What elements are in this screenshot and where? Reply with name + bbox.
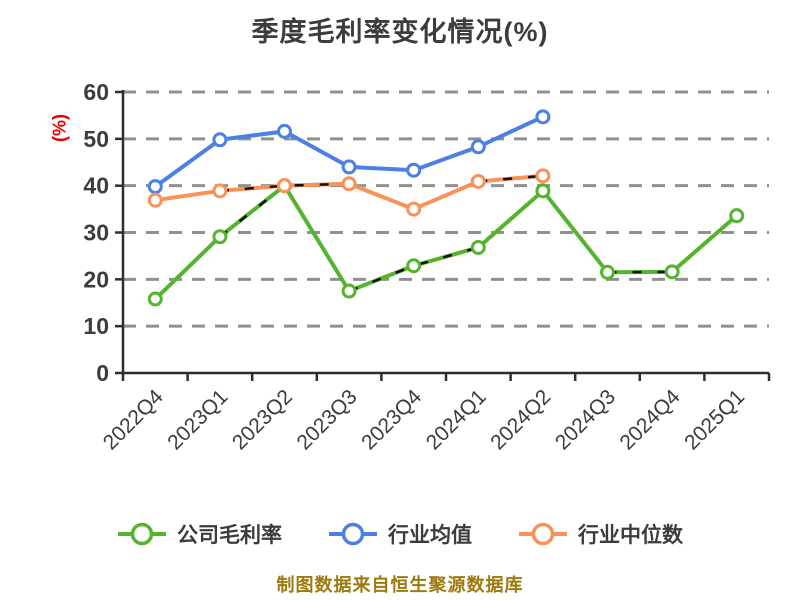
series-line-1 (153, 114, 545, 189)
legend-circle (531, 522, 555, 546)
data-point-0-4 (406, 258, 422, 274)
x-tick-label: 2023Q4 (357, 385, 426, 454)
legend-label: 公司毛利率 (177, 524, 282, 547)
overlay-dash-4 (478, 174, 544, 183)
x-tick-label: 2023Q3 (293, 385, 362, 454)
y-tick-label: 40 (83, 173, 109, 199)
dashed-overlays (219, 174, 673, 293)
legend-marker-icon (329, 522, 377, 546)
legend-item-2[interactable]: 行业中位数 (518, 519, 683, 549)
data-point-0-3 (341, 283, 357, 299)
data-point-1-1 (212, 132, 228, 148)
legend-marker-icon (118, 522, 166, 546)
legend-label: 行业均值 (388, 524, 472, 547)
legend-item-1[interactable]: 行业均值 (328, 519, 472, 549)
x-tick-label: 2025Q1 (680, 385, 749, 454)
data-point-1-0 (147, 179, 163, 195)
y-tick-label: 50 (83, 126, 109, 152)
x-tick-label: 2024Q2 (486, 385, 555, 454)
chart-footer: 制图数据来自恒生聚源数据库 (276, 575, 524, 595)
data-point-1-2 (277, 123, 292, 139)
y-tick-label: 0 (96, 360, 109, 386)
x-tick-label: 2023Q1 (163, 385, 232, 454)
x-tick-labels: 2022Q42023Q12023Q22023Q32023Q42024Q12024… (99, 385, 750, 454)
overlay-dash-3 (219, 182, 350, 193)
x-tick-label: 2024Q3 (551, 385, 620, 454)
legend: 公司毛利率 行业均值 行业中位数 (0, 519, 800, 549)
data-point-2-3 (341, 176, 357, 192)
gridlines (123, 90, 769, 328)
y-tick-label: 60 (83, 79, 109, 105)
legend-marker-icon (519, 522, 567, 546)
legend-circle (341, 522, 365, 546)
data-point-0-6 (535, 183, 551, 199)
data-point-1-5 (470, 139, 486, 155)
series-line-0 (153, 183, 739, 302)
data-point-1-4 (406, 162, 422, 178)
data-point-2-0 (147, 192, 163, 208)
x-tick-label: 2023Q2 (228, 385, 297, 454)
data-point-2-1 (212, 183, 228, 199)
series-lines (153, 114, 739, 302)
series-markers (147, 109, 745, 307)
data-point-0-9 (729, 208, 745, 224)
legend-circle (130, 522, 154, 546)
y-tick-label: 20 (83, 266, 109, 292)
data-point-0-5 (470, 239, 486, 255)
data-point-1-3 (341, 159, 357, 175)
x-tick-label: 2024Q4 (616, 385, 685, 454)
x-tick-label: 2024Q1 (422, 385, 491, 454)
y-tick-labels: 0 10 20 30 40 50 60 (83, 79, 109, 386)
x-tick-label: 2022Q4 (99, 385, 168, 454)
axes (115, 90, 771, 381)
data-point-2-4 (406, 201, 422, 217)
data-point-2-6 (535, 168, 551, 184)
legend-item-0[interactable]: 公司毛利率 (117, 519, 282, 549)
legend-label: 行业中位数 (578, 524, 683, 547)
chart-title: 季度毛利率变化情况(%) (251, 17, 549, 47)
data-point-1-6 (535, 109, 551, 125)
y-tick-label: 10 (83, 313, 109, 339)
data-point-0-7 (600, 264, 615, 280)
data-point-2-5 (470, 173, 486, 189)
data-point-2-2 (277, 178, 292, 194)
data-point-0-1 (212, 229, 228, 245)
data-point-0-8 (664, 264, 680, 280)
y-tick-label: 30 (83, 220, 109, 246)
data-point-0-0 (147, 291, 163, 307)
